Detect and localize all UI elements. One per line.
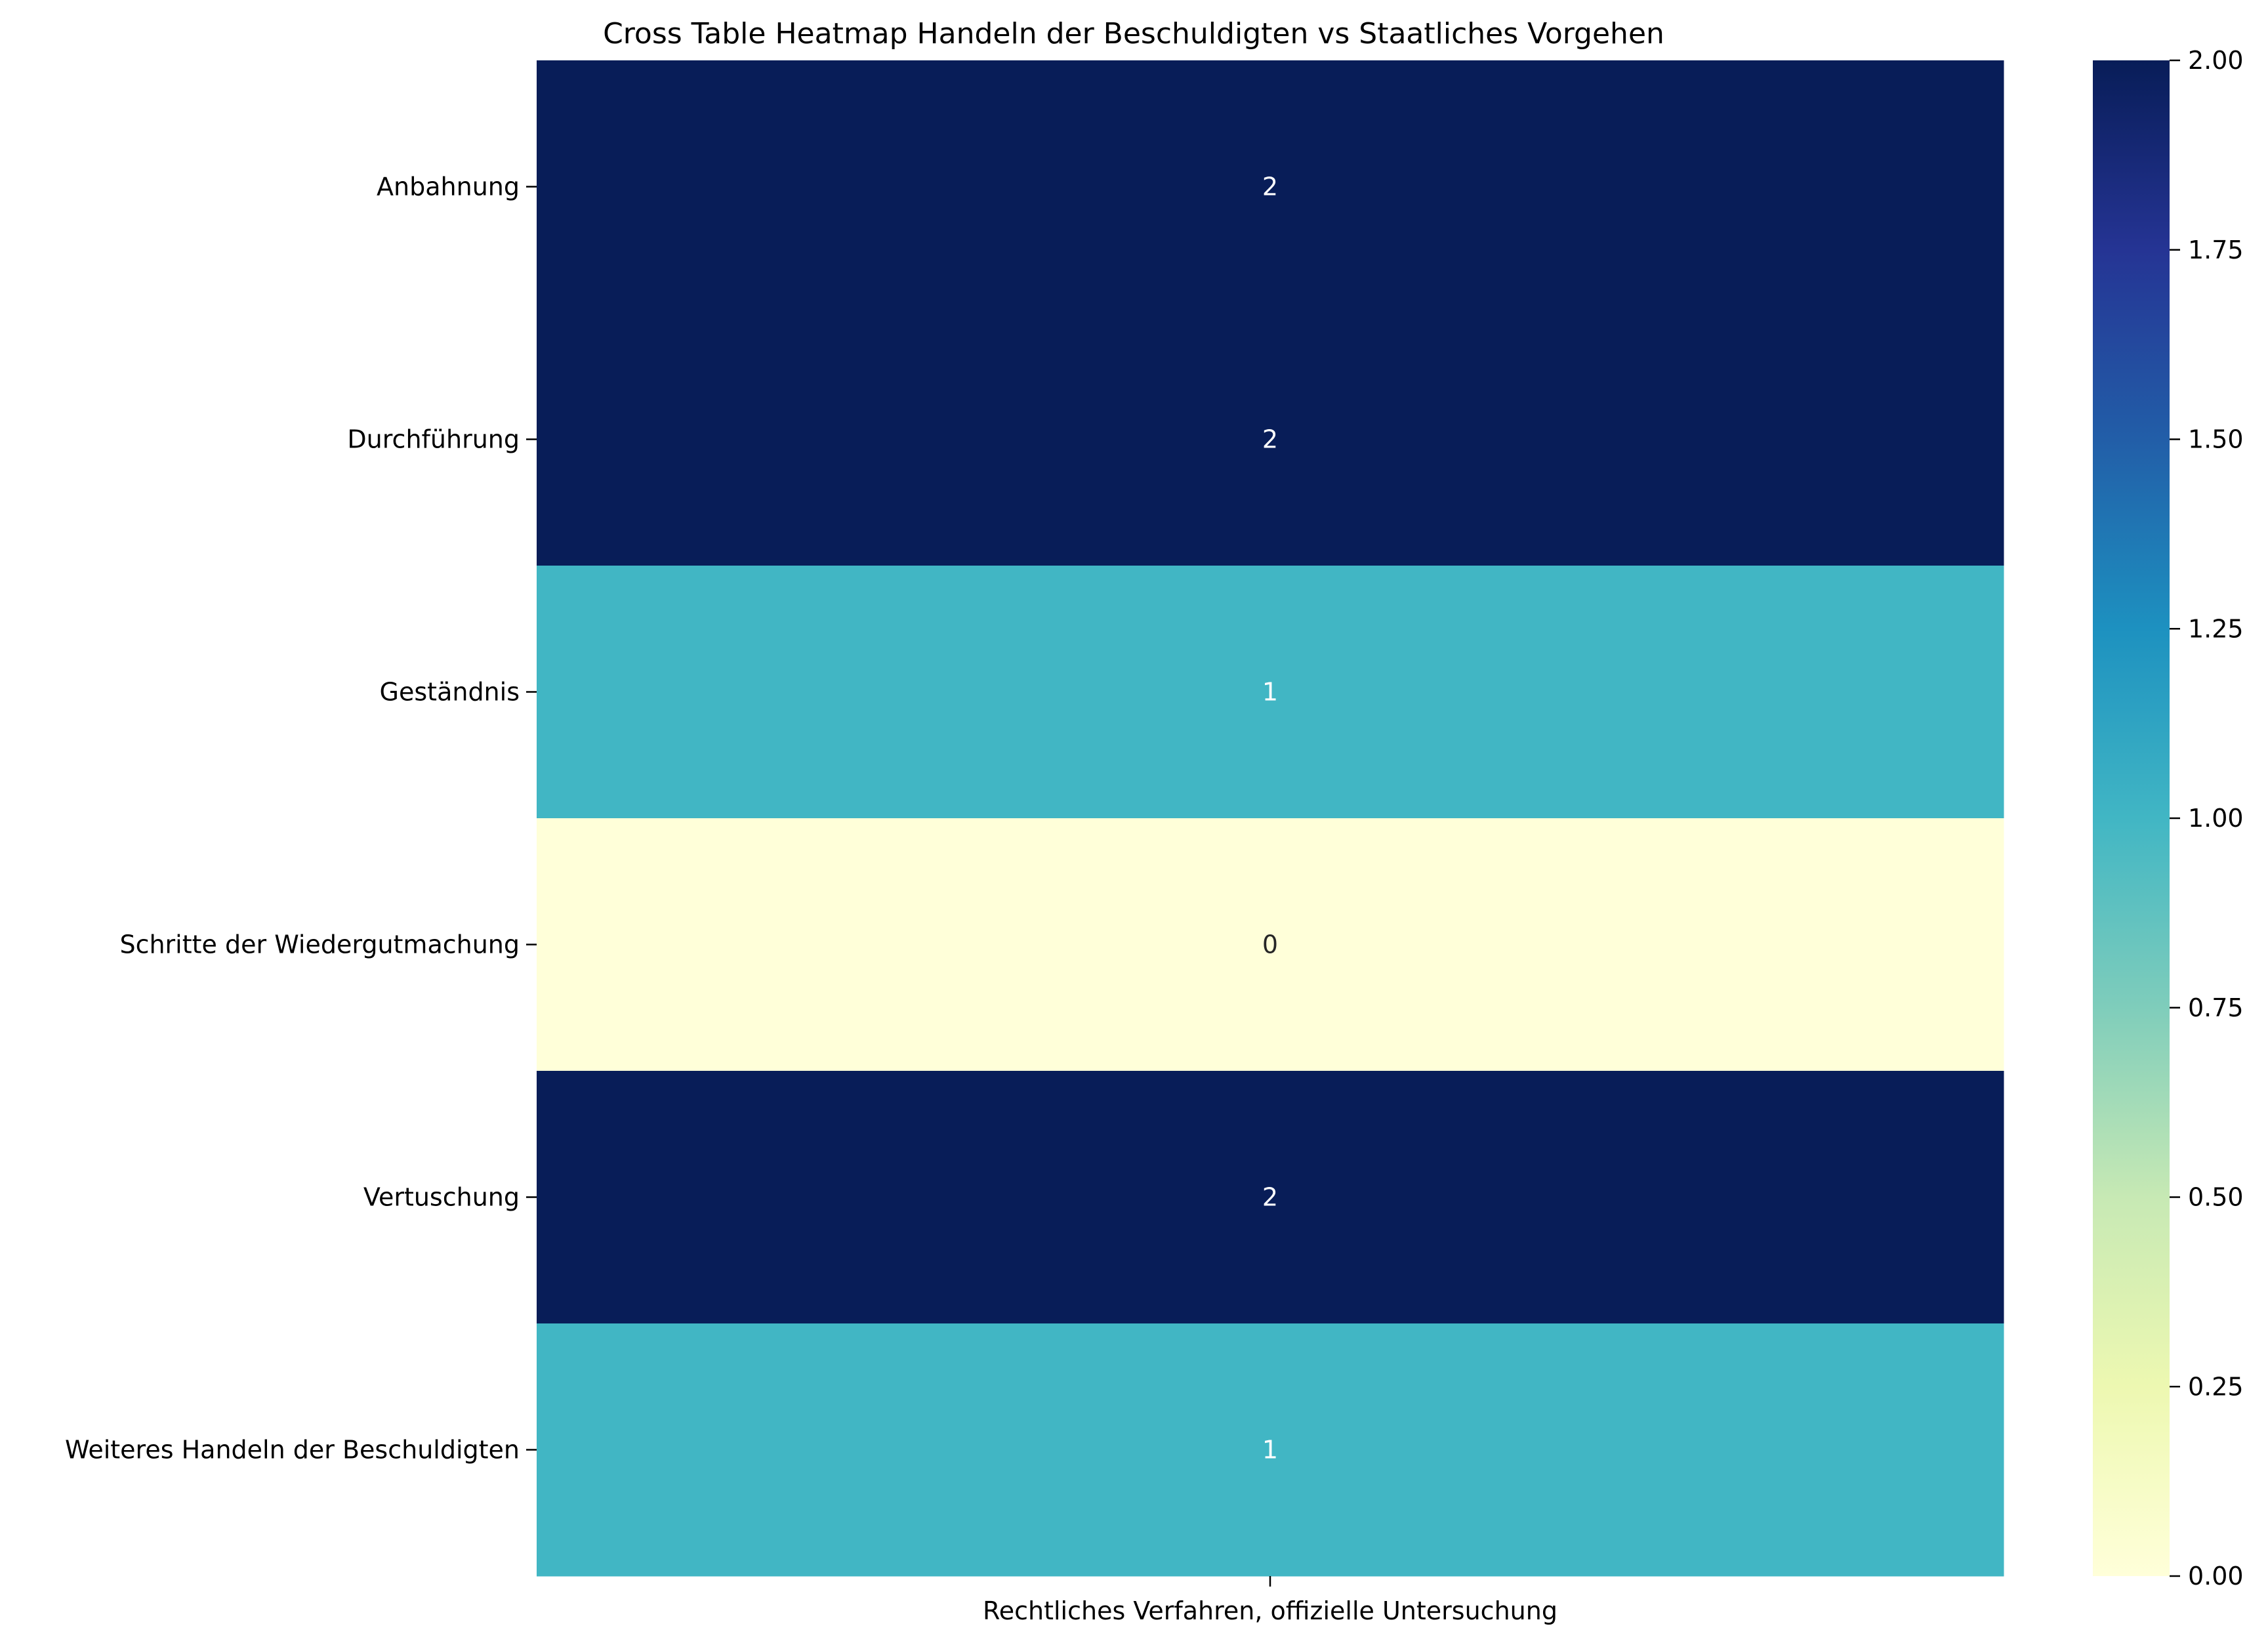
heatmap-cell [537, 818, 2004, 1071]
cell-value-label: 2 [1262, 173, 1278, 201]
cell-value-label: 0 [1262, 930, 1278, 959]
colorbar-tick-label: 1.50 [2188, 425, 2244, 454]
cell-value-label: 1 [1262, 1436, 1278, 1465]
colorbar-tick-label: 0.25 [2188, 1372, 2244, 1401]
heatmap-cell [537, 566, 2004, 819]
y-tick-label: Durchführung [347, 425, 520, 454]
colorbar-tick-label: 0.75 [2188, 993, 2244, 1022]
x-tick-label: Rechtliches Verfahren, offizielle Unters… [983, 1596, 1557, 1625]
cell-value-label: 2 [1262, 425, 1278, 454]
heatmap-cell [537, 313, 2004, 566]
cell-value-label: 1 [1262, 678, 1278, 707]
y-tick-label: Anbahnung [377, 173, 520, 201]
y-tick-label: Schritte der Wiedergutmachung [119, 930, 520, 959]
cell-value-label: 2 [1262, 1183, 1278, 1212]
y-tick-label: Weiteres Handeln der Beschuldigten [65, 1436, 520, 1465]
heatmap-cell [537, 1323, 2004, 1577]
colorbar-tick-label: 0.00 [2188, 1562, 2244, 1591]
colorbar-tick-label: 0.50 [2188, 1183, 2244, 1212]
colorbar-tick-label: 1.75 [2188, 236, 2244, 264]
colorbar-tick-label: 1.25 [2188, 614, 2244, 643]
y-tick-label: Vertuschung [363, 1183, 520, 1212]
heatmap-cell [537, 1071, 2004, 1324]
heatmap-cell [537, 60, 2004, 314]
colorbar-tick-label: 1.00 [2188, 804, 2244, 833]
y-tick-label: Geständnis [380, 678, 520, 707]
colorbar [2093, 60, 2170, 1576]
chart-title: Cross Table Heatmap Handeln der Beschuld… [603, 17, 1664, 51]
colorbar-tick-label: 2.00 [2188, 46, 2244, 75]
